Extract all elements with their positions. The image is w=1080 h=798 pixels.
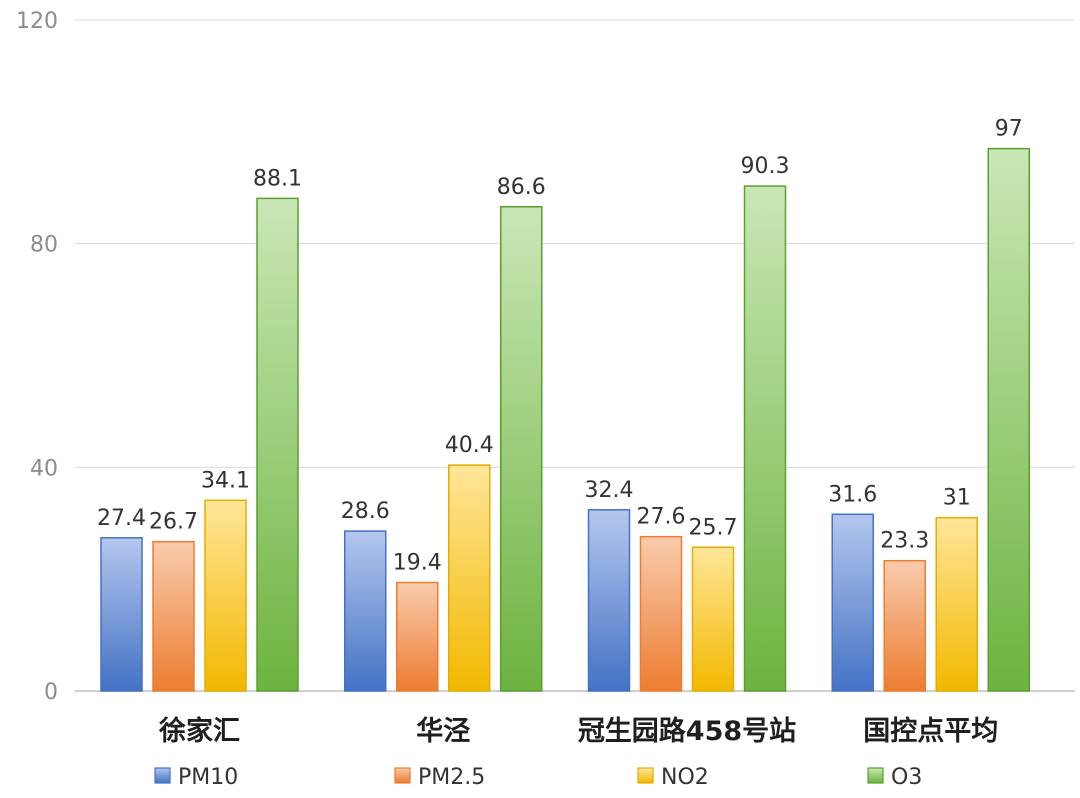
data-label: 40.4: [445, 433, 494, 458]
bar-pm10: [587, 509, 631, 692]
bar-no2: [204, 499, 247, 692]
bar-o3: [256, 197, 299, 692]
x-category-label: 徐家汇: [158, 715, 240, 747]
data-label: 88.1: [253, 166, 302, 191]
data-label: 31: [943, 486, 971, 511]
data-label: 27.6: [637, 505, 686, 530]
x-axis-categories: 徐家汇 华泾 冠生园路458号站 国控点平均: [158, 715, 998, 747]
bar-pm25: [396, 581, 439, 692]
y-tick-label: 80: [30, 233, 58, 258]
bars: [100, 147, 1030, 692]
data-label: 23.3: [880, 529, 929, 554]
bar-no2: [691, 546, 735, 692]
data-label: 31.6: [828, 482, 877, 507]
bar-o3: [500, 206, 543, 692]
legend-label: PM2.5: [418, 765, 485, 790]
bar-pm10: [100, 537, 143, 692]
legend-label: O3: [891, 765, 922, 790]
bar-pm25: [152, 540, 195, 692]
data-labels: 27.4 26.734.1 88.1 28.6 19.4 40.4 86.6 32.427.6…: [97, 117, 1023, 576]
bar-pm25: [883, 559, 926, 692]
y-tick-label: 120: [16, 9, 58, 34]
data-label: 34.1: [201, 468, 250, 493]
y-tick-label: 40: [30, 456, 58, 481]
bar-pm10: [831, 513, 874, 692]
legend-swatch: [154, 767, 171, 784]
legend-swatch: [867, 767, 884, 784]
bar-no2: [448, 464, 491, 692]
data-label: 86.6: [497, 175, 546, 200]
legend-label: NO2: [661, 765, 709, 790]
bar-o3: [743, 185, 787, 692]
x-category-label: 冠生园路458号站: [578, 715, 796, 747]
data-label: 28.6: [341, 499, 390, 524]
bar-o3: [987, 147, 1030, 692]
data-label: 26.7: [149, 510, 198, 535]
data-label: 97: [995, 117, 1023, 142]
legend-swatch: [394, 767, 411, 784]
data-label: 32.4: [585, 478, 634, 503]
y-axis-ticks: 0 40 80 120: [16, 9, 58, 705]
bar-pm25: [639, 535, 683, 692]
x-category-label: 华泾: [416, 715, 470, 747]
x-category-label: 国控点平均: [863, 716, 998, 747]
data-label: 27.4: [97, 506, 146, 531]
legend-label: PM10: [178, 765, 238, 790]
y-tick-label: 0: [44, 680, 58, 705]
data-label: 19.4: [393, 551, 442, 576]
bar-pm10: [344, 530, 387, 692]
data-label: 90.3: [741, 154, 790, 179]
data-label: 25.7: [689, 515, 738, 540]
legend-swatch: [637, 767, 654, 784]
bar-no2: [935, 516, 978, 692]
legend: PM10 PM2.5 NO2 O3: [154, 765, 922, 790]
